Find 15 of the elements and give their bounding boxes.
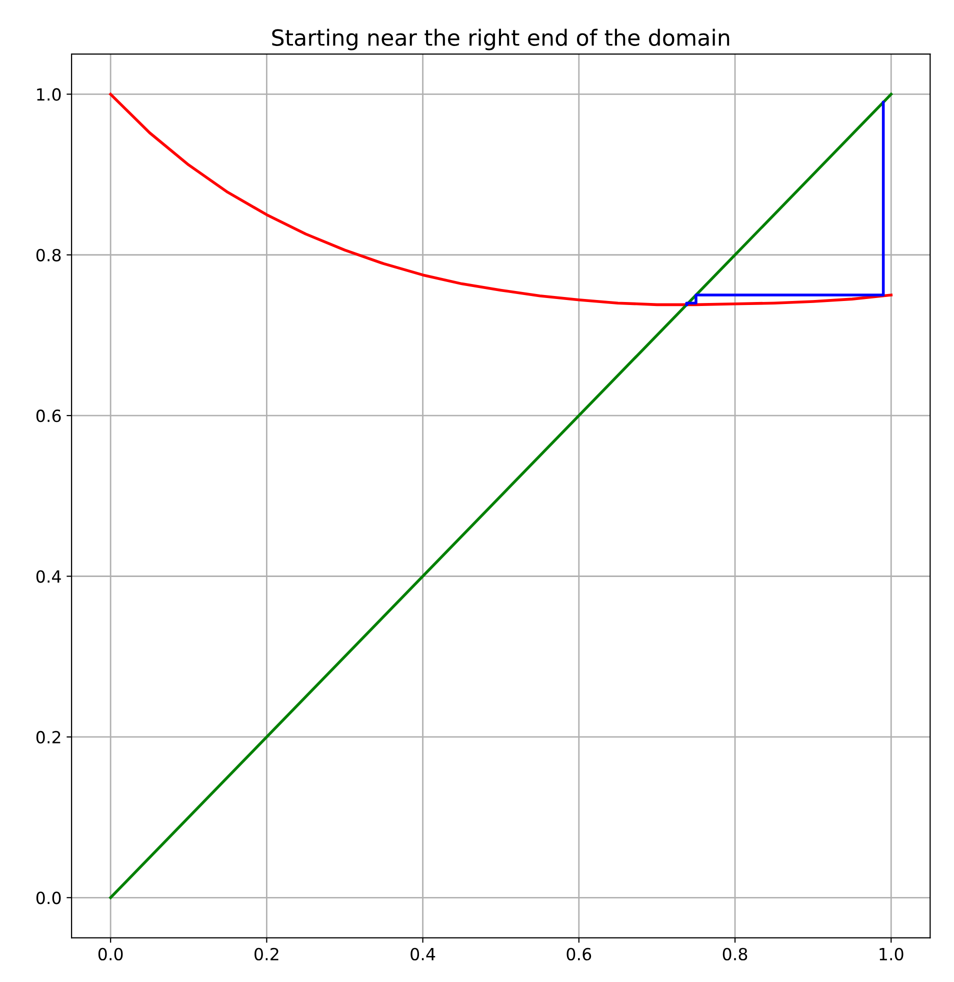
y-tick-label: 0.0 xyxy=(36,892,61,904)
line-series xyxy=(109,92,893,306)
x-tick-label: 1.0 xyxy=(880,948,904,960)
y-tick-label: 0.8 xyxy=(36,248,61,262)
y-tick-label: 0.4 xyxy=(36,570,61,583)
x-tick-label: 0.8 xyxy=(722,948,748,960)
y-tick-label: 0.2 xyxy=(36,730,60,744)
x-tick-label: 0.6 xyxy=(566,948,592,960)
x-tick-label: 0.0 xyxy=(98,948,123,960)
x-tick-label: 0.4 xyxy=(410,948,436,960)
line-series xyxy=(685,100,885,306)
y-tick-label: 1.0 xyxy=(37,88,61,101)
chart-title: Starting near the right end of the domain xyxy=(272,28,730,50)
x-tick-label: 0.2 xyxy=(254,948,278,960)
y-tick-label: 0.6 xyxy=(36,410,61,422)
